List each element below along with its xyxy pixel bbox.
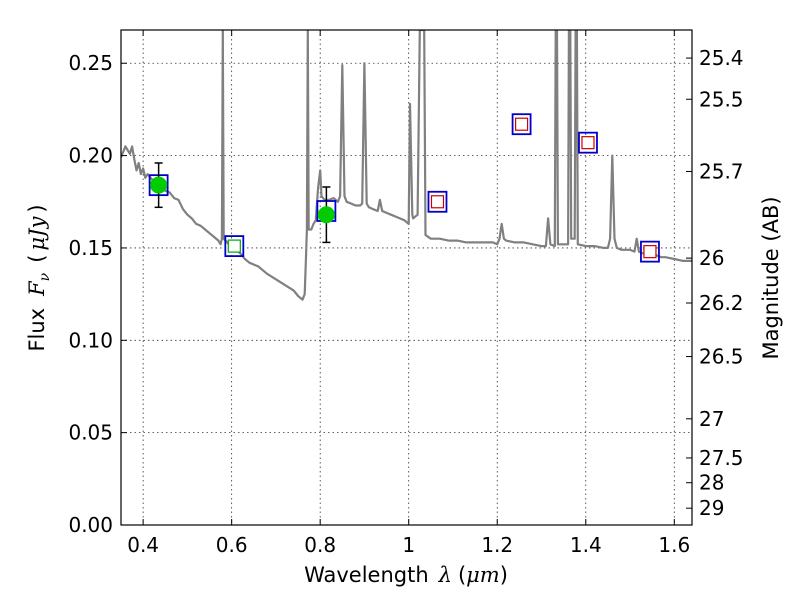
observed-square (430, 195, 445, 209)
plot-area (121, 30, 692, 301)
x-axis-label-unit-close: ) (500, 563, 508, 587)
observed-square (581, 136, 595, 150)
y2-tick-label: 27.5 (699, 446, 744, 470)
y-tick-label: 0.15 (68, 236, 113, 260)
x-tick-label: 1.4 (570, 533, 602, 557)
y-axis-label: FluxFν(μJy) (25, 204, 53, 351)
y2-tick-label: 29 (699, 496, 724, 520)
model-photometry-square (427, 190, 448, 213)
x-tick-label: 0.6 (216, 533, 248, 557)
y2-tick-label: 25.4 (699, 46, 744, 70)
detection-point (150, 176, 168, 194)
observed-square (514, 117, 529, 131)
x-axis-label: Wavelength λ (μm) (304, 563, 508, 587)
y2-axis-label: Magnitude (AB) (759, 196, 783, 359)
y2-tick-label: 26 (699, 246, 724, 270)
y2-tick-label: 28 (699, 471, 724, 495)
y-tick-label: 0.20 (68, 144, 113, 168)
axes-ticks: 0.4 0.6 0.8 1 1.2 1.4 1.6 0.00 0.05 0.10 0.15 0.20 0… (68, 30, 744, 557)
y-axis-label-symbol: F (25, 280, 49, 297)
model-photometry-square (640, 240, 660, 263)
model-spectrum-line (121, 30, 692, 301)
x-tick-label: 1.6 (658, 533, 690, 557)
y2-tick-label: 26.2 (699, 291, 744, 315)
y2-tick-label: 25.5 (699, 87, 744, 111)
grid (121, 30, 692, 526)
y-tick-label: 0.10 (68, 328, 113, 352)
y-tick-label: 0.25 (68, 51, 113, 75)
y-axis-label-subscript: ν (37, 272, 53, 281)
x-tick-label: 0.8 (304, 533, 336, 557)
x-axis-label-unit: μm (466, 563, 500, 587)
y2-tick-label: 27 (699, 407, 724, 431)
x-axis-label-unit-open: ( (458, 563, 466, 587)
x-tick-label: 0.4 (127, 533, 159, 557)
observed-square (643, 245, 657, 259)
model-photometry-square (578, 131, 598, 154)
plot-frame (120, 29, 693, 526)
x-axis-label-prefix: Wavelength (304, 563, 429, 587)
y2-tick-label: 25.7 (699, 159, 744, 183)
x-tick-label: 1.2 (481, 533, 513, 557)
observed-green-square (227, 239, 241, 253)
y-axis-label-prefix: Flux (25, 308, 49, 352)
model-photometry-square (224, 235, 245, 258)
y-axis-label-unit: μJy (25, 216, 49, 251)
model-photometry-square (511, 113, 532, 136)
y-tick-label: 0.00 (68, 513, 113, 537)
x-tick-label: 1 (402, 533, 415, 557)
y2-tick-label: 26.5 (699, 345, 744, 369)
x-axis-label-symbol: λ (438, 563, 452, 587)
detection-point (317, 206, 335, 224)
y-tick-label: 0.05 (68, 421, 113, 445)
